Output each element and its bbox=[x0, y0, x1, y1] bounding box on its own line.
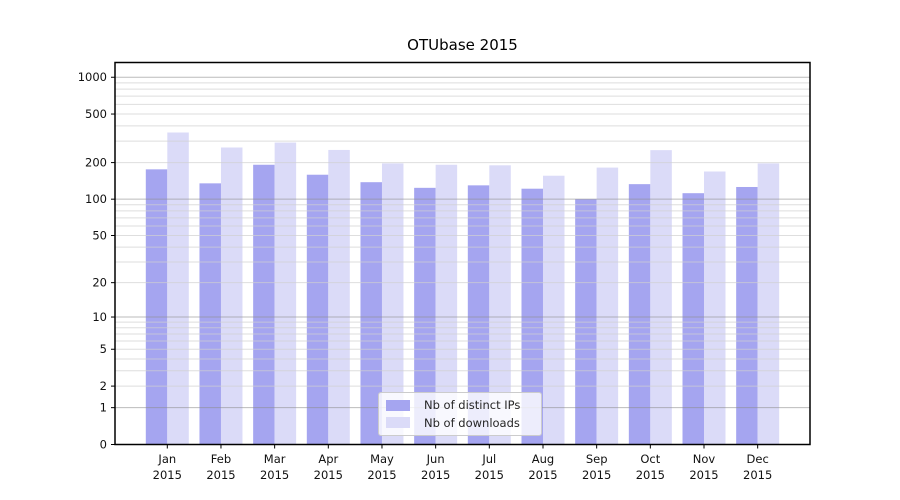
y-tick-label-2: 2 bbox=[100, 379, 107, 393]
x-tick-label-month-oct: Oct bbox=[640, 452, 660, 466]
y-tick-label-200: 200 bbox=[85, 155, 107, 169]
bar-nb-of-downloads-apr bbox=[328, 149, 350, 445]
y-tick-label-100: 100 bbox=[85, 192, 107, 206]
bar-nb-of-downloads-mar bbox=[274, 142, 297, 445]
x-tick-label-month-jan: Jan bbox=[157, 452, 176, 466]
bar-nb-of-downloads-jun bbox=[435, 164, 458, 445]
bar-nb-of-distinct-ips-jun bbox=[414, 187, 436, 445]
x-tick-label-year-nov: 2015 bbox=[689, 468, 718, 482]
x-tick-label-month-apr: Apr bbox=[318, 452, 338, 466]
bar-nb-of-downloads-jan bbox=[167, 132, 189, 445]
legend-item-distinct-ips: Nb of distinct IPs bbox=[386, 398, 535, 412]
plot-frame bbox=[114, 61, 811, 446]
bar-nb-of-distinct-ips-nov bbox=[682, 193, 704, 445]
bar-nb-of-downloads-nov bbox=[704, 171, 726, 445]
x-tick-label-year-feb: 2015 bbox=[206, 468, 235, 482]
x-tick-label-year-jan: 2015 bbox=[153, 468, 182, 482]
bar-nb-of-downloads-may bbox=[381, 163, 404, 445]
x-tick-label-month-sep: Sep bbox=[586, 452, 608, 466]
x-tick-label-month-mar: Mar bbox=[264, 452, 286, 466]
x-tick-label-month-feb: Feb bbox=[211, 452, 231, 466]
x-tick-label-month-jun: Jun bbox=[426, 452, 445, 466]
bar-nb-of-distinct-ips-jan bbox=[145, 169, 168, 445]
y-tick-label-1000: 1000 bbox=[78, 70, 107, 84]
x-tick-label-year-jul: 2015 bbox=[475, 468, 504, 482]
bar-nb-of-distinct-ips-jul bbox=[467, 185, 490, 445]
x-tick-label-month-aug: Aug bbox=[532, 452, 554, 466]
x-tick-label-year-jun: 2015 bbox=[421, 468, 450, 482]
bar-nb-of-downloads-sep bbox=[596, 167, 619, 445]
bar-nb-of-downloads-aug bbox=[542, 175, 565, 445]
x-tick-label-year-mar: 2015 bbox=[260, 468, 289, 482]
y-tick-label-5: 5 bbox=[100, 342, 107, 356]
bar-nb-of-downloads-oct bbox=[650, 150, 672, 445]
legend-label-distinct-ips: Nb of distinct IPs bbox=[424, 398, 521, 413]
bar-nb-of-distinct-ips-feb bbox=[199, 183, 221, 445]
bar-nb-of-distinct-ips-may bbox=[360, 182, 382, 445]
legend-swatch-downloads-icon bbox=[386, 417, 410, 429]
y-tick-label-1: 1 bbox=[100, 401, 107, 415]
x-tick-label-month-nov: Nov bbox=[693, 452, 716, 466]
x-tick-label-month-may: May bbox=[370, 452, 394, 466]
chart-title: OTUbase 2015 bbox=[407, 36, 518, 54]
bar-nb-of-downloads-feb bbox=[220, 147, 243, 445]
y-tick-label-10: 10 bbox=[92, 310, 107, 324]
bar-nb-of-distinct-ips-dec bbox=[736, 186, 758, 445]
y-tick-label-0: 0 bbox=[100, 437, 107, 451]
legend-swatch-distinct-ips-icon bbox=[386, 399, 410, 411]
x-tick-label-year-apr: 2015 bbox=[314, 468, 343, 482]
x-tick-label-year-dec: 2015 bbox=[743, 468, 772, 482]
x-tick-label-year-sep: 2015 bbox=[582, 468, 611, 482]
bar-nb-of-distinct-ips-mar bbox=[253, 164, 275, 445]
y-tick-label-50: 50 bbox=[92, 228, 107, 242]
x-tick-label-year-oct: 2015 bbox=[636, 468, 665, 482]
x-tick-label-month-jul: Jul bbox=[481, 452, 496, 466]
bar-nb-of-distinct-ips-apr bbox=[306, 174, 329, 445]
x-tick-label-month-dec: Dec bbox=[747, 452, 769, 466]
legend-label-downloads: Nb of downloads bbox=[424, 415, 520, 430]
y-tick-label-500: 500 bbox=[85, 107, 107, 121]
legend-item-downloads: Nb of downloads bbox=[386, 416, 535, 430]
bar-nb-of-downloads-dec bbox=[757, 163, 780, 445]
bar-nb-of-distinct-ips-oct bbox=[628, 184, 651, 445]
x-tick-label-year-aug: 2015 bbox=[528, 468, 557, 482]
legend: Nb of distinct IPs Nb of downloads bbox=[378, 392, 542, 436]
y-tick-label-20: 20 bbox=[92, 276, 107, 290]
x-tick-label-year-may: 2015 bbox=[367, 468, 396, 482]
